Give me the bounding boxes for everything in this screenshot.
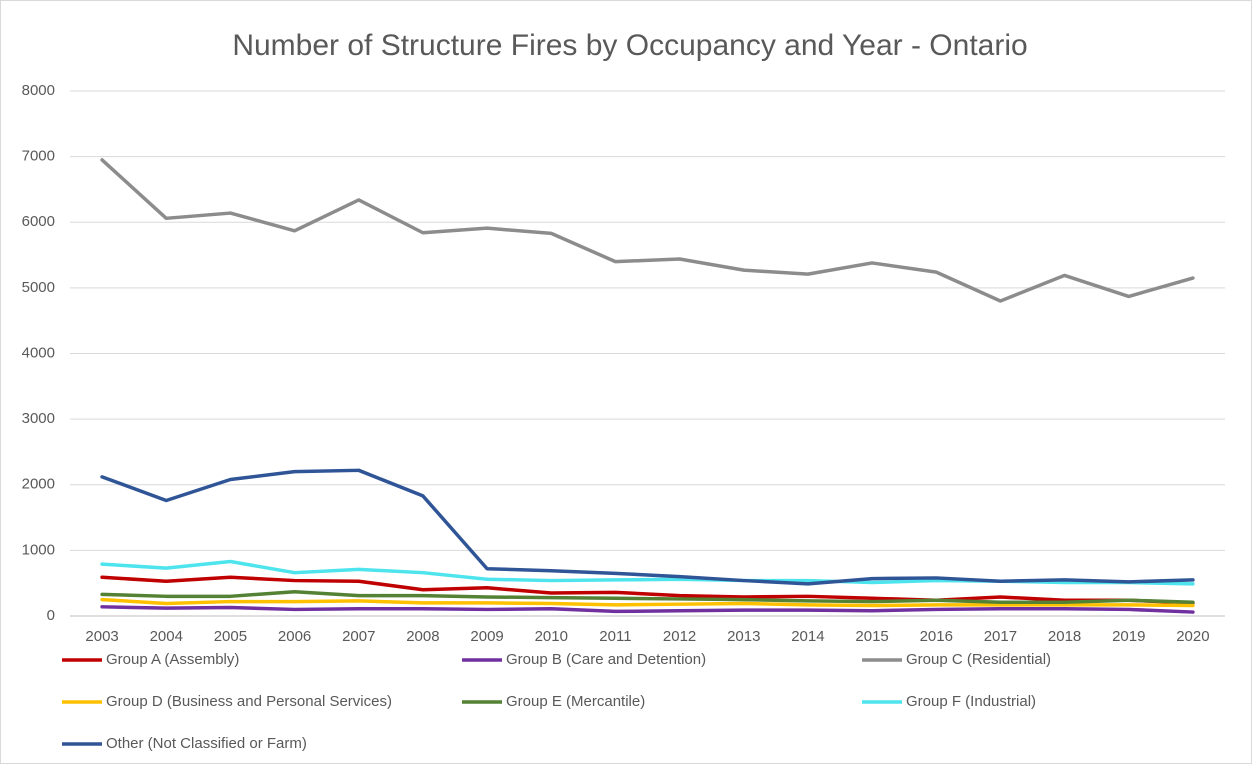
x-tick-label: 2012 [663, 628, 696, 645]
x-tick-label: 2003 [85, 628, 118, 645]
y-tick-label: 6000 [22, 213, 55, 230]
y-tick-label: 7000 [22, 148, 55, 165]
x-tick-label: 2008 [406, 628, 439, 645]
legend-label: Group B (Care and Detention) [506, 651, 706, 668]
x-tick-label: 2006 [278, 628, 311, 645]
x-tick-label: 2020 [1176, 628, 1209, 645]
y-tick-label: 1000 [22, 541, 55, 558]
x-tick-label: 2016 [920, 628, 953, 645]
legend-label: Other (Not Classified or Farm) [106, 735, 307, 752]
x-tick-label: 2014 [791, 628, 824, 645]
legend-label: Group E (Mercantile) [506, 693, 645, 710]
legend-label: Group D (Business and Personal Services) [106, 693, 392, 710]
y-tick-label: 8000 [22, 82, 55, 99]
legend-label: Group A (Assembly) [106, 651, 239, 668]
x-tick-label: 2015 [855, 628, 888, 645]
y-tick-label: 0 [47, 607, 55, 624]
chart-title: Number of Structure Fires by Occupancy a… [232, 29, 1027, 62]
legend-label: Group C (Residential) [906, 651, 1051, 668]
y-tick-label: 5000 [22, 279, 55, 296]
y-tick-label: 2000 [22, 476, 55, 493]
legend-label: Group F (Industrial) [906, 693, 1036, 710]
series-line [100, 575, 1195, 605]
series-line [100, 605, 1195, 614]
x-tick-label: 2009 [470, 628, 503, 645]
x-tick-label: 2005 [214, 628, 247, 645]
series-line [100, 468, 1195, 586]
x-tick-label: 2010 [535, 628, 568, 645]
x-tick-label: 2004 [150, 628, 183, 645]
y-tick-label: 3000 [22, 410, 55, 427]
x-tick-label: 2011 [599, 628, 631, 645]
series-line [100, 597, 1195, 608]
series-line [100, 589, 1195, 604]
y-tick-label: 4000 [22, 344, 55, 361]
series-line [100, 158, 1195, 303]
x-tick-label: 2017 [984, 628, 1017, 645]
x-tick-label: 2007 [342, 628, 375, 645]
x-tick-label: 2013 [727, 628, 760, 645]
x-tick-label: 2019 [1112, 628, 1145, 645]
x-tick-label: 2018 [1048, 628, 1081, 645]
